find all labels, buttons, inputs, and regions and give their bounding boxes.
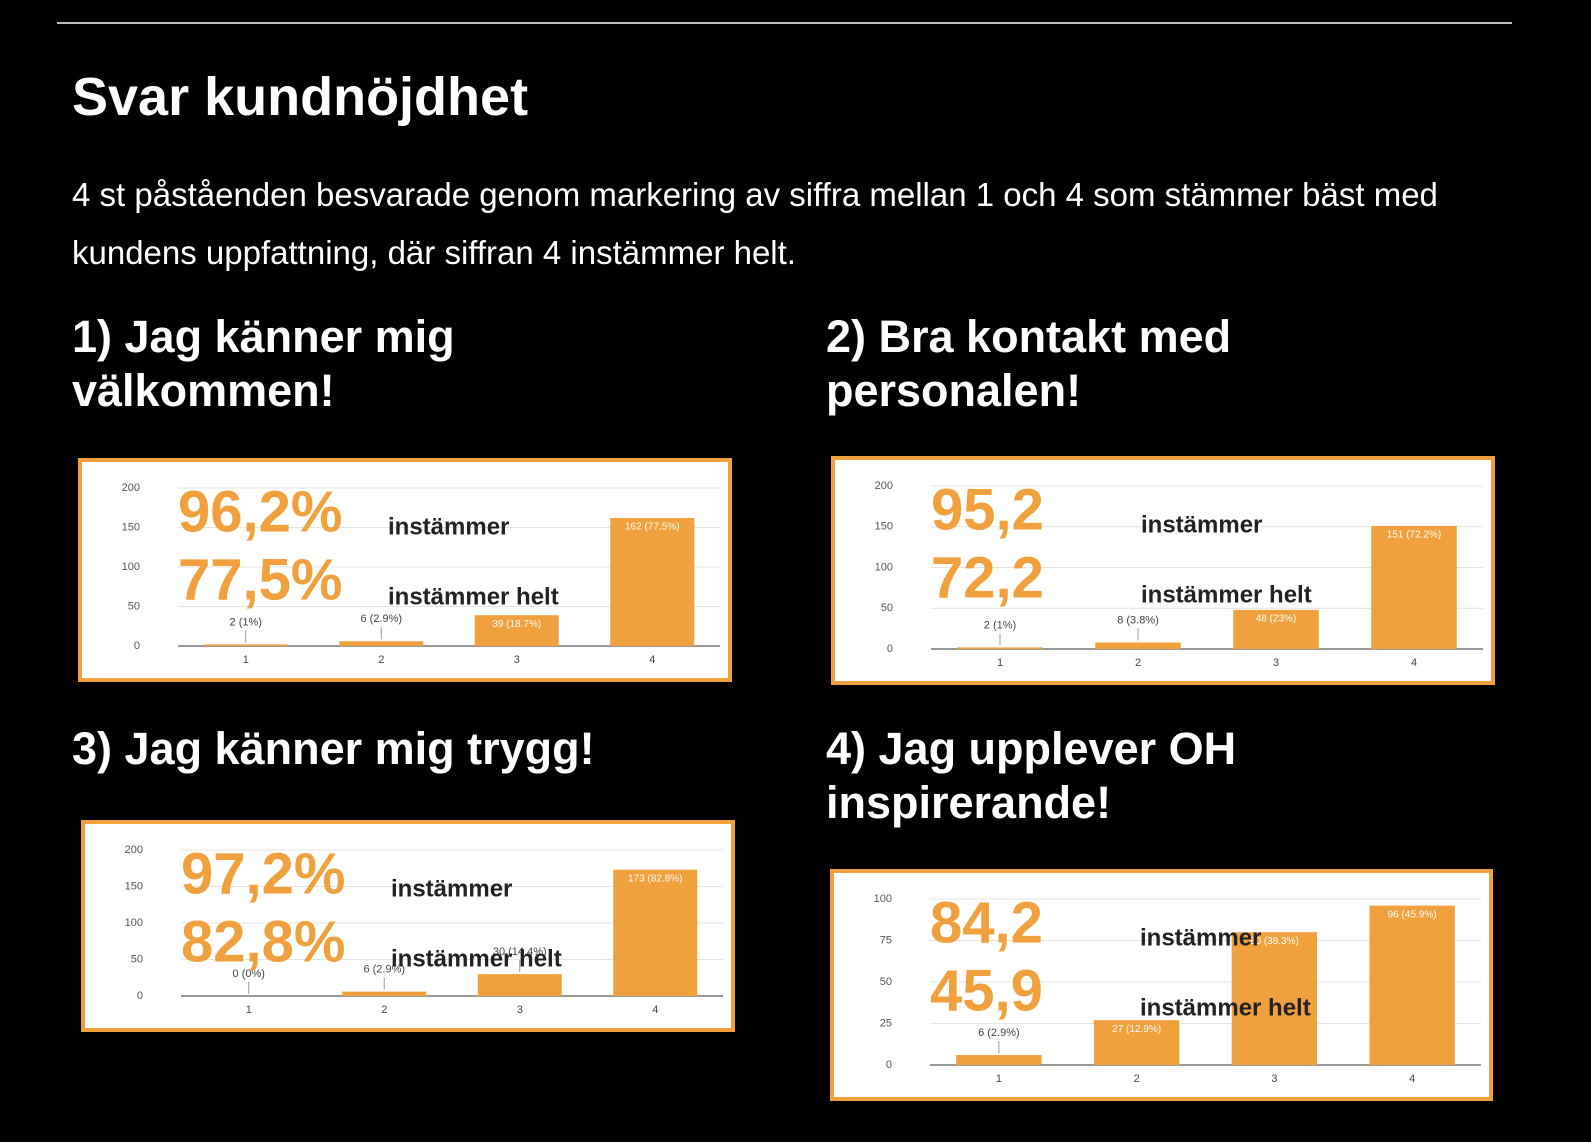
y-tick-label: 0 <box>137 990 143 1002</box>
y-tick-label: 100 <box>122 561 140 573</box>
bar-chart: 0 25 50 75 100 1 6 (2.9%) 2 27 (12.9%) 3 80 (38.3%… <box>830 869 1493 1101</box>
y-tick-label: 50 <box>131 953 143 965</box>
bar <box>474 615 559 646</box>
top-rule <box>57 22 1512 24</box>
value-label: 2 (1%) <box>230 616 262 628</box>
x-tick-label: 4 <box>652 1004 658 1016</box>
annotation: 45,9 <box>930 958 1043 1023</box>
chart-heading: 3) Jag känner mig trygg! <box>72 723 595 774</box>
y-tick-label: 150 <box>875 521 893 533</box>
annotation: instämmer helt <box>391 945 562 972</box>
y-tick-label: 100 <box>874 893 892 905</box>
annotation: 77,5% <box>178 547 342 612</box>
value-label: 27 (12.9%) <box>1112 1024 1161 1035</box>
y-tick-label: 0 <box>134 640 140 652</box>
description: 4 st påståenden besvarade genom markerin… <box>72 176 1438 271</box>
chart-heading: 1) Jag känner mig välkommen! <box>72 311 455 416</box>
bar-chart: 0 50 100 150 200 1 0 (0%) 2 6 (2.9%) 3 30 (14.4%) 4… <box>81 820 735 1032</box>
value-label: 6 (2.9%) <box>360 613 402 625</box>
bar <box>1369 905 1455 1065</box>
bar <box>957 647 1043 649</box>
y-tick-label: 0 <box>886 1059 892 1071</box>
bar <box>610 518 695 646</box>
value-label: 151 (72.2%) <box>1387 530 1441 541</box>
bar <box>1231 932 1318 1065</box>
value-label: 162 (77.5%) <box>625 522 679 533</box>
x-tick-label: 1 <box>243 654 249 666</box>
bar <box>1093 1020 1180 1065</box>
y-tick-label: 25 <box>880 1017 892 1029</box>
y-tick-label: 100 <box>125 917 143 929</box>
value-label: 39 (18.7%) <box>492 619 541 630</box>
x-tick-label: 2 <box>381 1004 387 1016</box>
bar <box>956 1055 1042 1065</box>
y-tick-label: 100 <box>875 561 893 573</box>
bar <box>1371 525 1457 649</box>
y-tick-label: 200 <box>125 844 143 856</box>
value-label: 0 (0%) <box>233 968 265 980</box>
x-tick-label: 2 <box>1134 1073 1140 1085</box>
x-tick-label: 3 <box>514 654 520 666</box>
bar <box>203 644 288 646</box>
y-tick-label: 0 <box>887 643 893 655</box>
x-tick-label: 1 <box>996 1073 1002 1085</box>
x-tick-label: 3 <box>517 1004 523 1016</box>
x-tick-label: 1 <box>997 657 1003 669</box>
bar <box>1095 642 1181 649</box>
value-label: 6 (2.9%) <box>978 1027 1020 1039</box>
value-label: 48 (23%) <box>1256 614 1297 625</box>
bar-chart: 0 50 100 150 200 1 2 (1%) 2 8 (3.8%) 3 48 (23%) 4 15… <box>831 456 1495 685</box>
bar <box>477 974 562 996</box>
bar <box>613 869 698 996</box>
bar <box>342 991 427 996</box>
x-tick-label: 1 <box>246 1004 252 1016</box>
y-tick-label: 75 <box>880 934 892 946</box>
annotation: instämmer <box>1141 511 1262 538</box>
annotation: 96,2% <box>178 479 342 544</box>
chart-heading: 4) Jag upplever OH inspirerande! <box>826 723 1237 828</box>
value-label: 96 (45.9%) <box>1388 909 1437 920</box>
x-tick-label: 2 <box>1135 657 1141 669</box>
value-label: 80 (38.3%) <box>1250 936 1299 947</box>
x-tick-label: 4 <box>1409 1073 1415 1085</box>
annotation: instämmer helt <box>388 583 559 610</box>
bar <box>1233 609 1319 649</box>
x-tick-label: 4 <box>1411 657 1417 669</box>
y-tick-label: 50 <box>881 602 893 614</box>
value-label: 173 (82.8%) <box>628 873 682 884</box>
annotation: 82,8% <box>181 909 345 974</box>
bar-chart: 0 50 100 150 200 1 2 (1%) 2 6 (2.9%) 3 39 (18.7%) 4… <box>78 458 732 682</box>
annotation: 72,2 <box>931 545 1044 610</box>
annotation: 95,2 <box>931 477 1044 542</box>
y-tick-label: 50 <box>880 976 892 988</box>
x-tick-label: 3 <box>1273 657 1279 669</box>
y-tick-label: 200 <box>875 480 893 492</box>
value-label: 30 (14.4%) <box>493 946 547 958</box>
bar <box>339 641 424 646</box>
value-label: 2 (1%) <box>984 619 1016 631</box>
chart-heading: 2) Bra kontakt med personalen! <box>826 311 1232 416</box>
x-tick-label: 3 <box>1271 1073 1277 1085</box>
annotation: 84,2 <box>930 890 1043 955</box>
slide-title: Svar kundnöjdhet <box>72 67 529 127</box>
x-tick-label: 2 <box>378 654 384 666</box>
annotation: 97,2% <box>181 841 345 906</box>
annotation: instämmer <box>388 513 509 540</box>
y-tick-label: 200 <box>122 482 140 494</box>
annotation: instämmer helt <box>1140 994 1311 1021</box>
y-tick-label: 150 <box>122 521 140 533</box>
y-tick-label: 150 <box>125 880 143 892</box>
annotation: instämmer helt <box>1141 581 1312 608</box>
annotation: instämmer <box>391 875 512 902</box>
y-tick-label: 50 <box>128 600 140 612</box>
annotation: instämmer <box>1140 924 1261 951</box>
value-label: 8 (3.8%) <box>1117 614 1159 626</box>
value-label: 6 (2.9%) <box>363 964 405 976</box>
x-tick-label: 4 <box>649 654 655 666</box>
